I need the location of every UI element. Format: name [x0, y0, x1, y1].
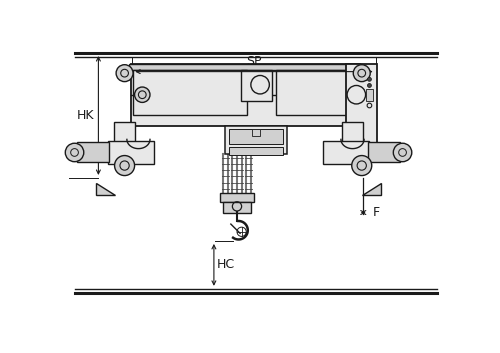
Text: F: F: [372, 206, 380, 219]
Text: HK: HK: [77, 109, 94, 122]
Bar: [346, 64, 377, 152]
Circle shape: [134, 87, 150, 102]
Circle shape: [116, 65, 133, 82]
Bar: [129, 64, 362, 70]
Bar: [342, 122, 363, 158]
Polygon shape: [96, 183, 116, 195]
Bar: [252, 129, 260, 136]
Bar: [77, 143, 109, 162]
Bar: [323, 141, 370, 164]
Polygon shape: [362, 183, 381, 195]
Bar: [230, 128, 283, 144]
Bar: [366, 89, 374, 101]
Bar: [230, 147, 283, 155]
Circle shape: [368, 77, 372, 81]
Circle shape: [394, 143, 412, 162]
Text: SP: SP: [246, 55, 262, 68]
Bar: [226, 126, 287, 154]
Circle shape: [66, 143, 84, 162]
Bar: [114, 122, 136, 158]
Bar: [133, 70, 247, 115]
Bar: [108, 141, 154, 164]
Text: HC: HC: [217, 258, 235, 271]
Circle shape: [354, 65, 370, 82]
Circle shape: [368, 84, 372, 88]
Bar: [223, 202, 251, 213]
Bar: [368, 143, 400, 162]
Bar: [130, 64, 360, 126]
Bar: [241, 70, 272, 101]
Bar: [220, 192, 254, 202]
Circle shape: [114, 156, 134, 175]
Bar: [276, 70, 348, 115]
Circle shape: [352, 156, 372, 175]
